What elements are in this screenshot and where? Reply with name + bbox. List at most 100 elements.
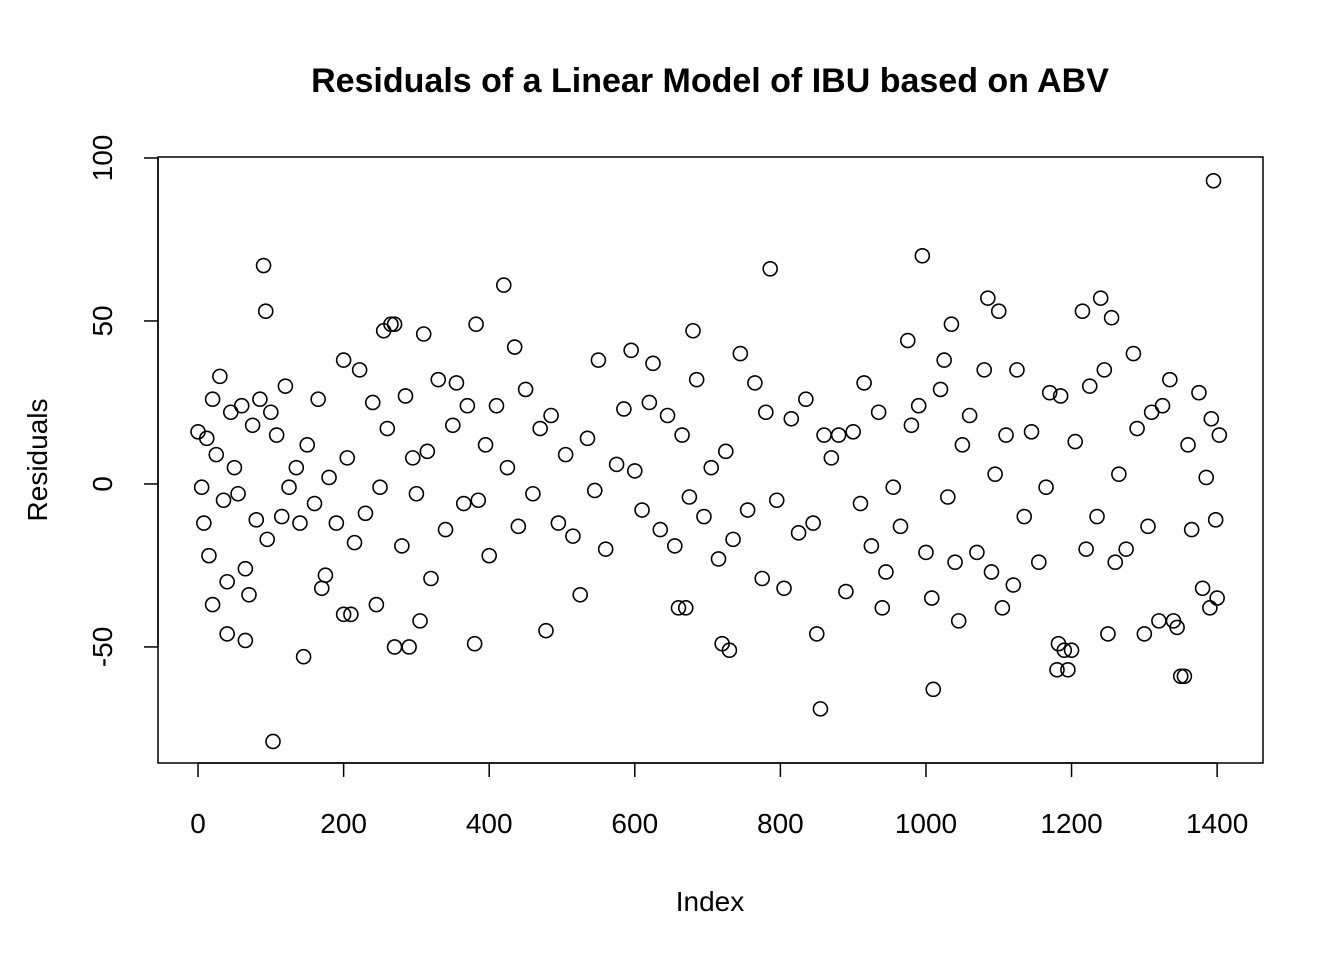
point <box>517 381 534 398</box>
point <box>215 492 232 509</box>
point <box>394 538 410 554</box>
point <box>998 427 1014 443</box>
point <box>776 580 792 597</box>
point <box>1049 661 1065 678</box>
point <box>335 606 352 623</box>
point <box>856 375 872 391</box>
point <box>812 701 829 717</box>
point <box>903 417 920 434</box>
point <box>1169 619 1185 636</box>
point <box>1162 371 1178 388</box>
point <box>590 352 607 368</box>
point <box>339 450 356 466</box>
point <box>204 391 221 408</box>
point <box>386 316 403 333</box>
point <box>317 567 334 584</box>
point <box>368 596 385 613</box>
point <box>1096 362 1113 378</box>
point <box>193 479 210 496</box>
y-tick-label: 50 <box>87 305 118 336</box>
point <box>468 316 484 333</box>
point <box>1118 541 1134 557</box>
x-tick-label: 600 <box>611 808 658 839</box>
point <box>423 570 439 587</box>
point <box>397 388 414 404</box>
point <box>1183 521 1200 538</box>
point <box>506 339 523 355</box>
point <box>597 541 614 557</box>
point <box>495 277 512 293</box>
point <box>623 342 639 359</box>
x-tick-label: 0 <box>190 808 206 839</box>
point <box>525 485 541 502</box>
point <box>1089 508 1105 525</box>
point <box>510 518 527 535</box>
point <box>1211 427 1228 443</box>
point <box>237 632 254 649</box>
point <box>1092 290 1109 306</box>
point <box>925 681 942 698</box>
point <box>830 427 847 443</box>
point <box>1056 642 1073 659</box>
point <box>885 479 902 496</box>
point <box>1207 512 1224 528</box>
point <box>1009 362 1025 378</box>
point <box>281 479 297 496</box>
point <box>1030 554 1047 570</box>
point <box>419 443 436 460</box>
point <box>241 586 257 603</box>
point <box>459 397 476 414</box>
point <box>1172 668 1189 685</box>
point <box>233 397 250 414</box>
point <box>798 391 814 408</box>
point <box>1176 668 1193 685</box>
point <box>579 430 596 447</box>
point <box>950 613 967 629</box>
point <box>1038 479 1054 496</box>
x-axis-title: Index <box>676 886 745 917</box>
point <box>754 570 770 587</box>
point <box>608 456 625 473</box>
point <box>878 564 894 580</box>
x-tick-label: 1400 <box>1186 808 1248 839</box>
point <box>299 437 316 453</box>
point <box>328 515 345 531</box>
point <box>1154 397 1171 414</box>
x-tick-label: 200 <box>320 808 367 839</box>
point <box>1103 309 1120 326</box>
point <box>268 427 285 443</box>
point <box>732 345 749 362</box>
point <box>790 525 807 541</box>
point <box>244 417 261 434</box>
point <box>983 564 1000 580</box>
point <box>455 495 472 512</box>
point <box>477 437 494 453</box>
point <box>488 397 505 414</box>
point <box>808 626 825 642</box>
point <box>667 538 683 554</box>
chart-title: Residuals of a Linear Model of IBU based… <box>311 62 1109 100</box>
point <box>923 590 940 606</box>
point <box>404 450 421 466</box>
point <box>1005 577 1022 593</box>
point <box>1078 541 1094 557</box>
point <box>550 515 567 531</box>
point <box>1194 580 1211 597</box>
point <box>816 427 832 443</box>
point <box>1074 303 1091 319</box>
y-axis-title: Residuals <box>22 399 53 522</box>
point <box>670 600 687 616</box>
point <box>987 466 1003 482</box>
point <box>1129 420 1145 437</box>
point <box>445 417 461 434</box>
y-tick-label: 0 <box>87 476 118 492</box>
point <box>947 554 963 570</box>
x-tick-label: 1200 <box>1040 808 1102 839</box>
point <box>383 316 399 333</box>
point <box>415 326 432 342</box>
point <box>783 410 800 427</box>
point <box>721 642 738 659</box>
point <box>899 332 916 349</box>
point <box>1081 378 1098 394</box>
point <box>932 381 949 398</box>
